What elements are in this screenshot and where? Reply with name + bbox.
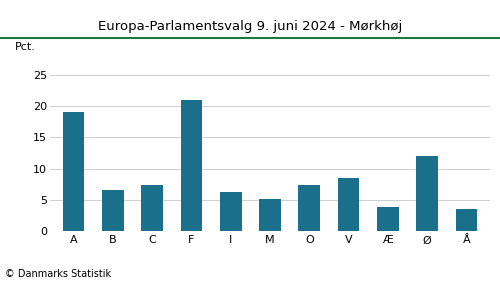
Bar — [338, 178, 359, 231]
Text: Europa-Parlamentsvalg 9. juni 2024 - Mørkhøj: Europa-Parlamentsvalg 9. juni 2024 - Mør… — [98, 20, 402, 33]
Bar — [142, 186, 163, 231]
Bar — [220, 192, 242, 231]
Text: Pct.: Pct. — [15, 42, 36, 52]
Bar — [259, 199, 281, 231]
Bar — [298, 186, 320, 231]
Bar — [102, 190, 124, 231]
Bar — [416, 156, 438, 231]
Bar — [377, 208, 398, 231]
Bar — [180, 100, 202, 231]
Text: © Danmarks Statistik: © Danmarks Statistik — [5, 269, 111, 279]
Bar — [63, 112, 84, 231]
Bar — [456, 209, 477, 231]
